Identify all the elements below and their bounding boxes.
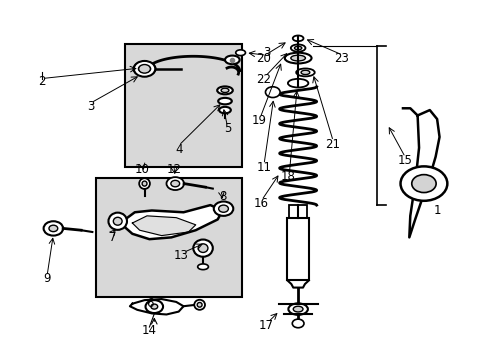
Text: 7: 7 — [109, 231, 116, 244]
Bar — [287, 218, 308, 280]
Ellipse shape — [197, 264, 208, 270]
Text: 21: 21 — [324, 138, 339, 150]
Ellipse shape — [287, 79, 308, 87]
Ellipse shape — [284, 53, 311, 63]
Ellipse shape — [288, 303, 307, 315]
Text: 17: 17 — [259, 319, 273, 332]
Text: 18: 18 — [281, 170, 295, 183]
Circle shape — [43, 221, 63, 235]
Circle shape — [400, 166, 447, 201]
Circle shape — [49, 225, 58, 231]
Ellipse shape — [193, 239, 212, 257]
Ellipse shape — [294, 46, 301, 50]
Ellipse shape — [108, 213, 127, 230]
Text: 2: 2 — [39, 75, 46, 88]
Circle shape — [292, 319, 304, 328]
Circle shape — [265, 87, 280, 98]
Text: 15: 15 — [397, 154, 412, 167]
Text: 6: 6 — [145, 297, 153, 310]
Text: 3: 3 — [87, 100, 94, 113]
Ellipse shape — [293, 306, 303, 312]
Ellipse shape — [221, 88, 228, 93]
Ellipse shape — [217, 86, 232, 94]
Text: 9: 9 — [43, 272, 51, 285]
Text: 1: 1 — [432, 204, 440, 217]
Polygon shape — [132, 216, 195, 235]
Circle shape — [411, 175, 435, 193]
Circle shape — [145, 300, 163, 313]
Circle shape — [139, 64, 150, 73]
Polygon shape — [130, 299, 183, 315]
Ellipse shape — [194, 300, 204, 310]
Ellipse shape — [290, 44, 305, 51]
Ellipse shape — [133, 62, 155, 76]
Ellipse shape — [296, 68, 314, 76]
Circle shape — [218, 205, 228, 212]
Bar — [289, 205, 306, 218]
Ellipse shape — [301, 70, 309, 75]
Text: 11: 11 — [256, 161, 271, 174]
Text: 8: 8 — [219, 190, 226, 203]
Text: 20: 20 — [256, 51, 271, 64]
Text: 4: 4 — [175, 143, 182, 156]
Ellipse shape — [235, 50, 245, 55]
Text: 10: 10 — [134, 163, 149, 176]
Bar — [125, 44, 242, 167]
Ellipse shape — [292, 36, 303, 41]
Ellipse shape — [218, 98, 231, 104]
Circle shape — [151, 304, 158, 309]
Text: 16: 16 — [254, 197, 268, 210]
Circle shape — [213, 202, 233, 216]
Text: 12: 12 — [166, 163, 181, 176]
Ellipse shape — [197, 302, 202, 307]
Polygon shape — [120, 205, 222, 239]
Polygon shape — [402, 108, 419, 116]
Ellipse shape — [224, 55, 239, 64]
Ellipse shape — [138, 65, 150, 72]
Ellipse shape — [219, 107, 230, 113]
Bar — [96, 178, 242, 297]
Text: 3: 3 — [262, 46, 269, 59]
Ellipse shape — [198, 244, 207, 252]
Text: 19: 19 — [251, 114, 266, 127]
Ellipse shape — [142, 181, 147, 186]
Text: 23: 23 — [334, 51, 349, 64]
Ellipse shape — [290, 55, 305, 61]
Ellipse shape — [139, 178, 150, 189]
Ellipse shape — [113, 217, 122, 225]
Circle shape — [170, 180, 179, 187]
Polygon shape — [408, 110, 439, 237]
Text: 13: 13 — [173, 249, 188, 262]
Text: 22: 22 — [256, 73, 271, 86]
Text: 5: 5 — [224, 122, 231, 135]
Circle shape — [134, 61, 155, 77]
Text: 14: 14 — [142, 324, 157, 337]
Circle shape — [166, 177, 183, 190]
